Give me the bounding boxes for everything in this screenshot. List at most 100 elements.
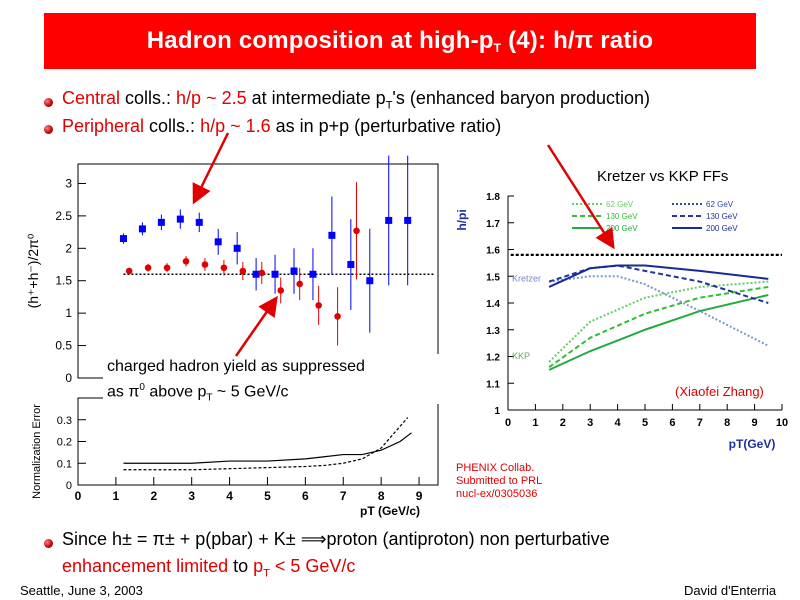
bullet-peripheral: Peripheral colls.: h/p ~ 1.6 as in p+p (…: [62, 116, 502, 136]
data-point-circle: [182, 257, 190, 265]
data-point-square: [195, 218, 203, 226]
y-tick-label: 1.3: [486, 326, 500, 337]
bullet-icon: [44, 539, 53, 548]
x-tick-label: 6: [302, 489, 309, 503]
y-tick-label: 1.2: [486, 353, 500, 364]
y-tick-label: 0.5: [55, 339, 72, 353]
legend-label: 200 GeV: [606, 224, 638, 233]
data-point-square: [385, 216, 393, 224]
data-point-square: [252, 270, 260, 278]
data-point-circle: [277, 287, 285, 294]
data-point-circle: [201, 261, 209, 268]
arrow-to-kretzer: [546, 144, 615, 250]
bullet-icon: [44, 98, 53, 107]
hadron-pion-ratio-chart: 0 0.5 1 1.5 2 2.5 3 (h⁺+h⁻)/2π⁰ 0 0.1 0.2 0.3 0 1 2 3 4 5…: [25, 155, 439, 518]
x-tick-label: 2: [150, 489, 157, 503]
normalization-curve: [123, 417, 409, 471]
y-tick-label: 1.6: [486, 246, 500, 257]
normalization-y-label: Normalization Error: [31, 404, 43, 499]
bullet-since: Since h± = π± + p(pbar) + K± ⟹proton (an…: [62, 529, 610, 549]
theory-curve: [548, 264, 769, 288]
x-tick-label: 8: [724, 417, 730, 429]
y-axis-label: h/pi: [455, 209, 469, 230]
x-tick-label: 1: [532, 417, 538, 429]
xiaofei-label: (Xiaofei Zhang): [675, 384, 764, 399]
data-point-square: [309, 270, 317, 278]
series-label-kretzer: Kretzer: [512, 274, 541, 284]
theory-curve: [548, 294, 769, 371]
phenix-citation: PHENIX Collab. Submitted to PRL nucl-ex/…: [456, 462, 543, 500]
y-tick-label: 1.4: [486, 299, 500, 310]
legend-label: 200 GeV: [706, 224, 738, 233]
slide-title-bar: Hadron composition at high-pT (4): h/π r…: [44, 13, 756, 69]
x-tick-label: 9: [416, 489, 423, 503]
data-point-square: [157, 218, 165, 226]
normalization-curve: [123, 432, 412, 464]
legend-label: 130 GeV: [706, 212, 738, 221]
y-tick-label: 1.5: [486, 272, 500, 283]
x-axis-label: pT (GeV/c): [360, 504, 420, 518]
data-point-square: [214, 238, 222, 246]
y-tick-label: 1: [65, 306, 72, 320]
y-tick-label: 2: [65, 241, 72, 255]
x-tick-label: 4: [615, 417, 622, 429]
footer-location-date: Seattle, June 3, 2003: [20, 583, 143, 598]
data-point-square: [366, 277, 374, 285]
suppression-note-line1: charged hadron yield as suppressed: [107, 358, 365, 375]
data-point-circle: [163, 264, 171, 272]
x-tick-label: 9: [752, 417, 758, 429]
x-tick-label: 4: [226, 489, 233, 503]
data-point-square: [271, 270, 279, 278]
x-tick-label: 5: [264, 489, 271, 503]
bullet-central: Central colls.: h/p ~ 2.5 at intermediat…: [62, 88, 651, 112]
x-tick-label: 7: [340, 489, 347, 503]
kretzer-label: Kretzer vs KKP FFs: [597, 168, 729, 185]
theory-curve: [548, 280, 769, 363]
data-point-circle: [296, 280, 303, 288]
suppression-note-line2: as π0 above pT ~ 5 GeV/c: [107, 382, 289, 404]
legend-label: 62 GeV: [606, 200, 634, 209]
data-point-circle: [144, 264, 152, 272]
data-point-square: [233, 244, 241, 252]
footer-author: David d'Enterria: [684, 583, 777, 598]
legend-label: 130 GeV: [606, 212, 638, 221]
bullet-since-cont: enhancement limited to pT < 5 GeV/c: [62, 556, 356, 580]
data-point-circle: [258, 269, 266, 277]
x-tick-label: 0: [505, 417, 511, 429]
slide-title: Hadron composition at high-pT (4): h/π r…: [146, 27, 654, 55]
y-tick-label: 0.3: [57, 415, 72, 427]
data-point-circle: [220, 264, 228, 272]
y-tick-label: 0: [65, 371, 72, 385]
data-point-square: [290, 267, 298, 275]
y-tick-label: 0.1: [57, 458, 72, 470]
legend-label: 62 GeV: [706, 200, 734, 209]
x-tick-label: 5: [642, 417, 648, 429]
x-tick-label: 6: [669, 417, 675, 429]
data-point-square: [328, 231, 336, 239]
y-tick-label: 1.5: [55, 274, 72, 288]
data-point-square: [347, 261, 355, 269]
theory-curve: [548, 285, 769, 369]
data-point-square: [176, 215, 184, 223]
x-tick-label: 1: [113, 489, 120, 503]
x-tick-label: 2: [560, 417, 566, 429]
y-tick-label: 1.7: [486, 219, 500, 230]
data-point-circle: [239, 267, 247, 275]
data-point-circle: [125, 267, 133, 275]
y-axis-label: (h⁺+h⁻)/2π⁰: [25, 233, 41, 308]
series-label-kkp: KKP: [512, 351, 530, 361]
data-point-square: [119, 235, 127, 243]
x-tick-label: 7: [697, 417, 703, 429]
x-tick-label: 3: [587, 417, 593, 429]
y-tick-label: 0.2: [57, 437, 72, 449]
y-tick-label: 0: [66, 480, 72, 492]
x-axis-label: pT(GeV): [729, 437, 776, 451]
y-tick-label: 3: [65, 176, 72, 190]
data-point-circle: [353, 227, 360, 235]
y-tick-label: 1: [494, 406, 500, 417]
y-tick-label: 2.5: [55, 209, 72, 223]
x-tick-label: 10: [776, 417, 788, 429]
arrow-to-suppression: [234, 295, 278, 357]
y-tick-label: 1.8: [486, 192, 500, 203]
